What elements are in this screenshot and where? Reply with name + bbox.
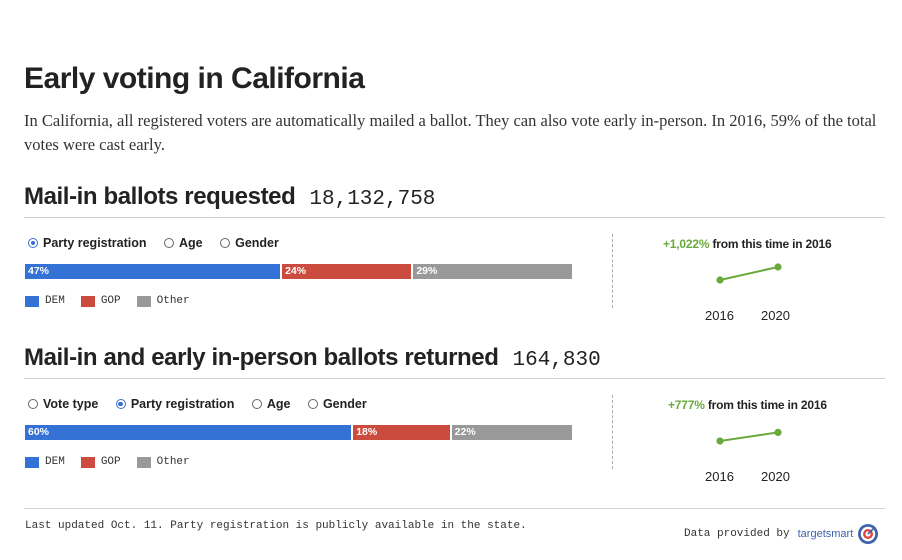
year-2020: 2020 (761, 308, 790, 323)
party-bar: 47% 24% 29% (25, 264, 572, 279)
bar-segment-other: 22% (451, 425, 572, 440)
bar-segment-dem: 47% (25, 264, 283, 279)
section-title: Mail-in and early in-person ballots retu… (24, 344, 499, 371)
data-credit: Data provided by targetsmart (684, 523, 879, 545)
sparkline-line (719, 266, 779, 281)
footer-divider (24, 508, 885, 509)
option-label: Vote type (43, 397, 99, 411)
section-divider (24, 217, 885, 218)
option-vote-type[interactable]: Vote type (28, 397, 98, 411)
option-age[interactable]: Age (164, 236, 203, 250)
radio-icon[interactable] (307, 399, 318, 409)
legend-label: GOP (100, 456, 121, 468)
other-swatch-icon (136, 295, 151, 307)
option-label: Age (266, 397, 291, 411)
section-count: 164,830 (512, 349, 601, 372)
other-swatch-icon (136, 456, 151, 468)
legend-item-dem: DEM (25, 456, 65, 468)
party-bar: 60% 18% 22% (25, 425, 572, 440)
growth-label: +1,022% from this time in 2016 (663, 237, 832, 251)
breakdown-options: Vote type Party registration Age Gender (28, 397, 381, 412)
page-title: Early voting in California (24, 62, 365, 95)
targetsmart-logo-icon (858, 524, 879, 544)
growth-text: from this time in 2016 (707, 398, 827, 412)
option-party-registration[interactable]: Party registration (115, 397, 235, 411)
dem-swatch-icon (25, 295, 39, 307)
brand-link[interactable]: targetsmart (797, 528, 854, 540)
growth-text: from this time in 2016 (712, 237, 832, 251)
section-header-returned: Mail-in and early in-person ballots retu… (24, 344, 601, 372)
legend-item-other: Other (136, 456, 190, 468)
option-gender[interactable]: Gender (307, 397, 367, 411)
sparkline-point-2016 (716, 276, 724, 284)
legend-label: DEM (45, 456, 65, 468)
legend-item-gop: GOP (80, 456, 121, 468)
sparkline-point-2016 (716, 437, 724, 445)
bar-segment-gop: 24% (282, 264, 414, 279)
option-label: Gender (322, 397, 367, 411)
sparkline-line (719, 431, 779, 442)
option-age[interactable]: Age (251, 397, 291, 411)
option-label: Gender (235, 236, 279, 250)
bar-segment-gop: 18% (353, 425, 452, 440)
option-party-registration[interactable]: Party registration (28, 236, 147, 250)
section-count: 18,132,758 (309, 188, 436, 211)
legend-item-dem: DEM (25, 295, 65, 307)
option-label: Age (179, 236, 203, 250)
legend-label: DEM (45, 295, 65, 307)
legend-item-other: Other (136, 295, 190, 307)
gop-swatch-icon (80, 295, 95, 307)
legend-label: Other (156, 295, 190, 307)
radio-icon[interactable] (220, 238, 231, 248)
growth-label: +777% from this time in 2016 (668, 398, 827, 412)
bar-segment-dem: 60% (25, 425, 354, 440)
radio-selected-icon[interactable] (28, 238, 38, 248)
growth-percent: +1,022% (663, 237, 710, 251)
dem-swatch-icon (25, 456, 39, 468)
bar-segment-other: 29% (413, 264, 572, 279)
dashed-divider (612, 395, 613, 469)
credit-text: Data provided by (684, 528, 790, 540)
option-gender[interactable]: Gender (220, 236, 279, 250)
section-title: Mail-in ballots requested (24, 183, 296, 210)
section-header-requested: Mail-in ballots requested 18,132,758 (24, 183, 435, 211)
dashed-divider (612, 234, 613, 308)
option-label: Party registration (130, 397, 235, 411)
sparkline-point-2020 (774, 263, 782, 271)
intro-text: In California, all registered voters are… (24, 111, 877, 154)
legend-label: Other (156, 456, 190, 468)
legend: DEM GOP Other (25, 295, 206, 307)
legend-label: GOP (100, 295, 121, 307)
section-divider (24, 378, 885, 379)
gop-swatch-icon (80, 456, 95, 468)
radio-selected-icon[interactable] (115, 399, 126, 409)
legend: DEM GOP Other (25, 456, 206, 468)
growth-sparkline (716, 263, 782, 284)
option-label: Party registration (43, 236, 147, 250)
year-2016: 2016 (705, 308, 734, 323)
year-2016: 2016 (705, 469, 734, 484)
legend-item-gop: GOP (80, 295, 121, 307)
radio-icon[interactable] (251, 399, 262, 409)
breakdown-options: Party registration Age Gender (28, 236, 293, 251)
growth-sparkline (716, 428, 782, 445)
footnote: Last updated Oct. 11. Party registration… (25, 520, 527, 532)
sparkline-point-2020 (774, 428, 782, 437)
radio-icon[interactable] (164, 238, 174, 248)
radio-icon[interactable] (28, 399, 38, 409)
growth-percent: +777% (668, 398, 705, 412)
year-2020: 2020 (761, 469, 790, 484)
